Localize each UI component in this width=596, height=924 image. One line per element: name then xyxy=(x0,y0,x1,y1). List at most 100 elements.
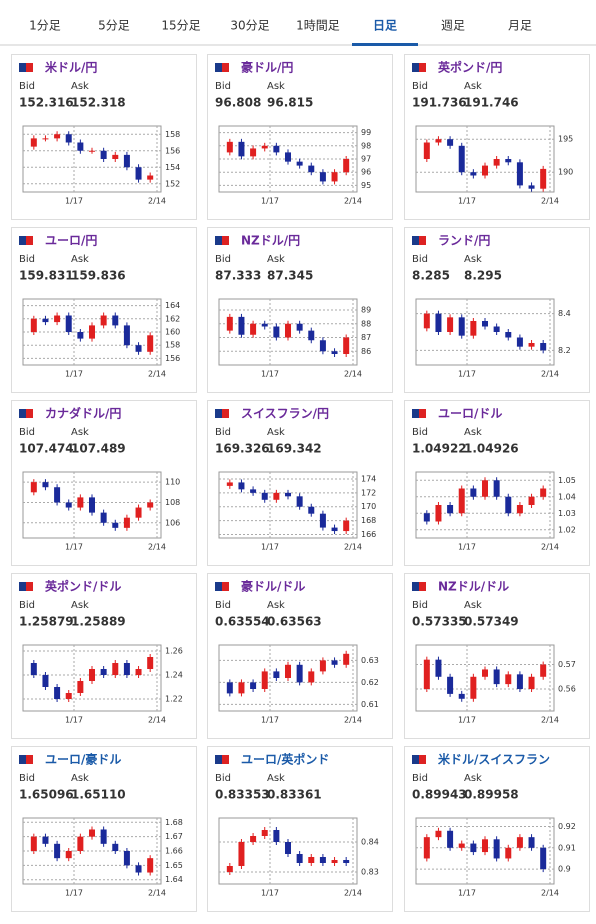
pair-name[interactable]: 豪ドル/ドル xyxy=(241,579,305,594)
ask-value: 159.836 xyxy=(71,269,126,283)
candle xyxy=(135,507,142,518)
candle xyxy=(470,676,477,699)
pair-name[interactable]: ランド/円 xyxy=(438,234,490,248)
ask-value: 169.342 xyxy=(267,442,322,456)
candle xyxy=(54,134,61,139)
pair-name[interactable]: ユーロ/ドル xyxy=(438,407,502,421)
card[interactable] xyxy=(11,573,197,739)
tab[interactable]: 1分足 xyxy=(29,19,61,33)
bid-value: 87.333 xyxy=(215,269,261,283)
candle xyxy=(296,496,303,507)
x-tick-label: 1/17 xyxy=(458,197,476,206)
y-tick-label: 8.2 xyxy=(558,346,571,355)
x-tick-label: 1/17 xyxy=(261,370,279,379)
candle xyxy=(147,335,154,352)
pair-name[interactable]: ユーロ/豪ドル xyxy=(45,752,121,767)
bid-value: 191.736 xyxy=(412,96,467,110)
candle xyxy=(65,315,72,332)
ask-value: 1.65110 xyxy=(71,788,126,802)
candle xyxy=(331,351,338,354)
tab[interactable]: 日足 xyxy=(373,19,397,33)
pair-name[interactable]: 英ポンド/円 xyxy=(438,60,502,75)
tab[interactable]: 5分足 xyxy=(98,19,130,33)
candle xyxy=(331,527,338,532)
chart-frame xyxy=(218,471,358,539)
x-tick-label: 2/14 xyxy=(148,197,166,206)
card[interactable] xyxy=(207,746,393,912)
card[interactable] xyxy=(404,573,590,739)
candle xyxy=(423,513,430,522)
y-tick-label: 174 xyxy=(361,474,376,483)
candle xyxy=(250,682,257,689)
pair-name[interactable]: 米ドル/スイスフラン xyxy=(438,752,550,767)
y-tick-label: 0.9 xyxy=(558,865,571,874)
pair-name[interactable]: NZドル/ドル xyxy=(438,580,509,594)
y-tick-label: 110 xyxy=(165,478,180,487)
pair-name[interactable]: ユーロ/円 xyxy=(45,234,97,248)
y-tick-label: 97 xyxy=(361,155,371,164)
y-tick-label: 1.24 xyxy=(165,671,183,680)
y-tick-label: 152 xyxy=(165,179,180,188)
candle xyxy=(308,857,315,863)
x-tick-label: 2/14 xyxy=(148,889,166,898)
candle xyxy=(147,175,154,180)
tab[interactable]: 月足 xyxy=(508,19,532,33)
candle xyxy=(89,497,95,513)
tab[interactable]: 30分足 xyxy=(230,19,269,33)
ask-value: 87.345 xyxy=(267,269,313,283)
pair-name[interactable]: 英ポンド/ドル xyxy=(45,579,121,594)
candle xyxy=(540,847,547,870)
flag xyxy=(419,236,426,245)
flag xyxy=(222,409,229,418)
x-tick-label: 2/14 xyxy=(344,716,362,725)
candle xyxy=(505,159,512,163)
candle xyxy=(54,487,61,503)
x-tick-label: 2/14 xyxy=(148,543,166,552)
ask-label: Ask xyxy=(71,254,89,265)
candle xyxy=(458,693,465,699)
ask-label: Ask xyxy=(71,427,89,438)
candle xyxy=(308,506,315,514)
candle xyxy=(123,851,130,866)
pair-name[interactable]: 米ドル/円 xyxy=(45,60,97,75)
candle xyxy=(261,671,268,689)
candle xyxy=(123,663,130,675)
tab[interactable]: 1時間足 xyxy=(296,19,340,33)
candle xyxy=(135,669,142,675)
y-tick-label: 1.64 xyxy=(165,875,183,884)
bid-label: Bid xyxy=(412,600,428,611)
ask-label: Ask xyxy=(464,773,482,784)
y-tick-label: 0.61 xyxy=(361,700,379,709)
pair-name[interactable]: カナダドル/円 xyxy=(45,406,121,421)
y-tick-label: 99 xyxy=(361,128,371,137)
tab[interactable]: 週足 xyxy=(441,19,465,33)
candle xyxy=(261,492,268,500)
chart-frame xyxy=(415,644,555,712)
candle xyxy=(331,860,338,863)
x-tick-label: 2/14 xyxy=(148,370,166,379)
candle xyxy=(65,134,72,143)
candle xyxy=(238,842,245,866)
candle xyxy=(123,517,130,528)
x-tick-label: 2/14 xyxy=(344,197,362,206)
x-tick-label: 1/17 xyxy=(65,543,83,552)
candle xyxy=(226,316,233,331)
y-tick-label: 156 xyxy=(165,354,180,363)
pair-name[interactable]: ユーロ/英ポンド xyxy=(241,752,329,767)
pair-name[interactable]: 豪ドル/円 xyxy=(241,60,293,75)
pair-name[interactable]: NZドル/円 xyxy=(241,234,300,248)
active-tab-underline xyxy=(352,43,418,46)
candle xyxy=(423,659,430,689)
candle xyxy=(250,489,257,493)
y-tick-label: 0.83 xyxy=(361,868,379,877)
tab[interactable]: 15分足 xyxy=(161,19,200,33)
ask-value: 107.489 xyxy=(71,442,126,456)
pair-name[interactable]: スイスフラン/円 xyxy=(241,407,329,421)
y-tick-label: 1.22 xyxy=(165,695,183,704)
candle xyxy=(435,659,442,677)
bid-value: 1.25879 xyxy=(19,615,74,629)
candle xyxy=(528,837,535,848)
candle xyxy=(447,505,454,514)
candle xyxy=(482,165,488,176)
